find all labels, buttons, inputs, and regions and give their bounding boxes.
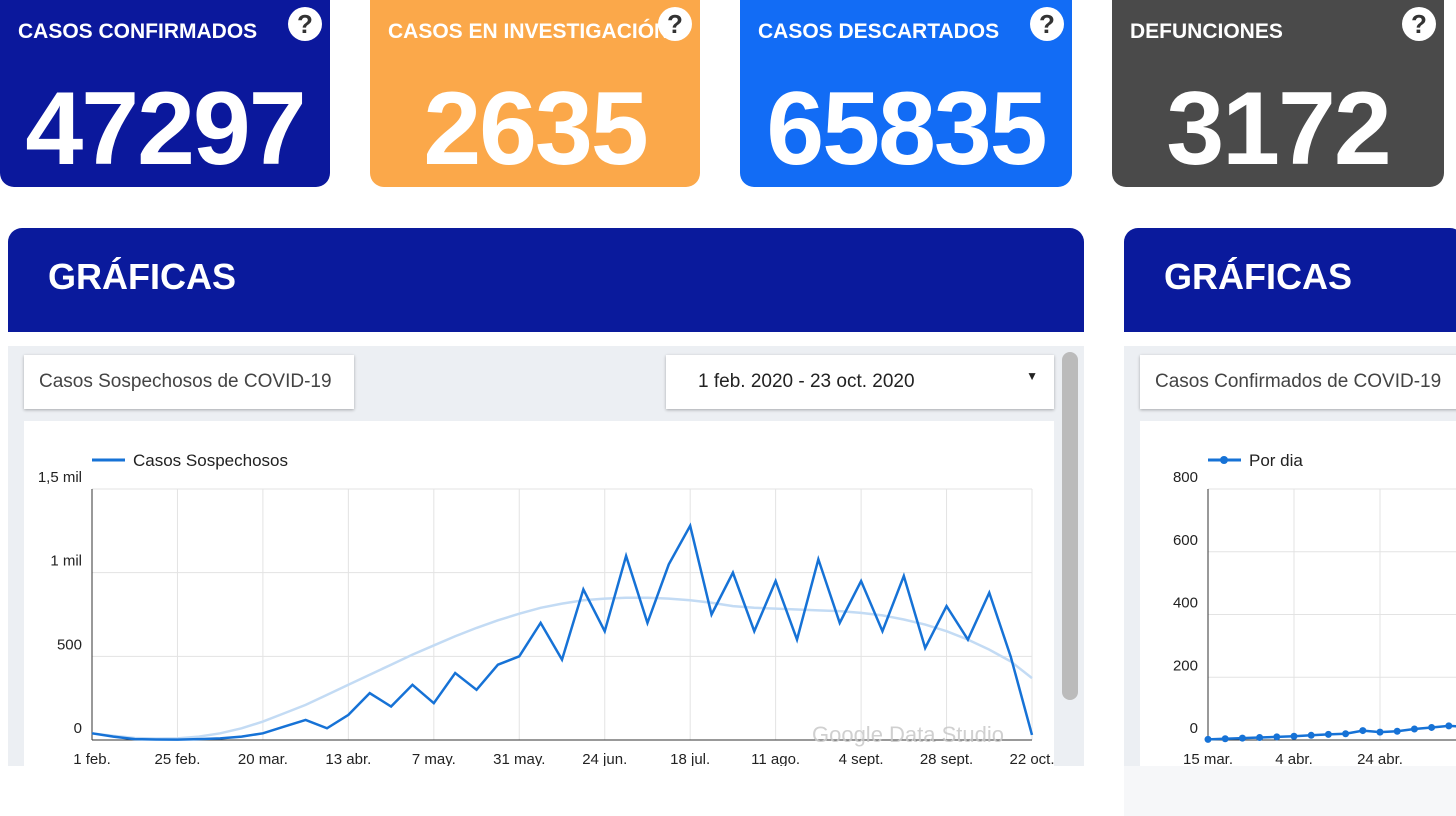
y-tick-label: 400: [1173, 595, 1198, 612]
point: [1393, 727, 1401, 735]
panel-header: GRÁFICAS: [1124, 228, 1456, 332]
card: CASOS EN INVESTIGACIÓN 2635?: [370, 0, 700, 187]
point: [1256, 733, 1264, 741]
y-tick-label: 1,5 mil: [38, 469, 82, 486]
panel-footer: [1124, 766, 1456, 816]
card: CASOS DESCARTADOS 65835?: [740, 0, 1072, 187]
point: [1445, 722, 1453, 730]
watermark: Google Data Studio: [812, 722, 1004, 747]
x-tick-label: 24 abr.: [1357, 751, 1403, 768]
card-value: 65835: [766, 71, 1047, 187]
dropdown-arrow: ▼: [1026, 369, 1038, 383]
y-tick-label: 0: [74, 720, 82, 737]
chart-area: [1140, 421, 1456, 766]
help-icon[interactable]: ?: [1030, 7, 1064, 41]
selector[interactable]: Casos Sospechosos de COVID-19: [24, 355, 354, 409]
series-line: [91, 596, 1033, 740]
y-tick-label: 200: [1173, 657, 1198, 674]
help-icon[interactable]: ?: [658, 7, 692, 41]
point: [1428, 723, 1436, 731]
point: [1221, 735, 1229, 743]
series-line: [1207, 724, 1456, 741]
x-tick-label: 20 mar.: [238, 751, 288, 768]
card-label: CASOS CONFIRMADOS: [18, 20, 258, 43]
card-label: DEFUNCIONES: [1130, 20, 1283, 43]
y-tick-label: 0: [1190, 720, 1198, 737]
x-tick-label: 22 oct.: [1009, 751, 1054, 768]
card-value: 3172: [1166, 71, 1391, 187]
point: [1324, 730, 1332, 738]
card-value: 47297: [25, 71, 306, 187]
series-line: [91, 522, 1034, 741]
x-tick-label: 28 sept.: [920, 751, 973, 768]
help-icon[interactable]: ?: [1402, 7, 1436, 41]
x-tick-label: 25 feb.: [155, 751, 201, 768]
date-range-text: 1 feb. 2020 - 23 oct. 2020: [698, 371, 915, 392]
point: [1307, 731, 1315, 739]
card-value: 2635: [423, 71, 648, 187]
legend-label: Por dia: [1249, 451, 1303, 470]
card-label: CASOS DESCARTADOS: [758, 20, 1000, 43]
help-icon[interactable]: ?: [288, 7, 322, 41]
x-tick-label: 1 feb.: [73, 751, 111, 768]
point: [1359, 727, 1367, 735]
point: [1238, 734, 1246, 742]
panel-title: GRÁFICAS: [48, 256, 236, 297]
y-tick-label: 1 mil: [50, 553, 82, 570]
card-label: CASOS EN INVESTIGACIÓN: [388, 20, 670, 43]
y-tick-label: 600: [1173, 532, 1198, 549]
point: [1273, 733, 1281, 741]
x-tick-label: 31 may.: [493, 751, 545, 768]
x-tick-label: 13 abr.: [325, 751, 371, 768]
point: [1204, 735, 1212, 743]
x-tick-label: 4 abr.: [1275, 751, 1313, 768]
legend-dot: [1220, 456, 1228, 464]
point: [1410, 725, 1418, 733]
panel-title: GRÁFICAS: [1164, 256, 1352, 297]
x-tick-label: 18 jul.: [670, 751, 710, 768]
chart: 0 500 1 mil 1,5 mil 1 feb. 25 feb. 20 mar. 13 a…: [38, 451, 1054, 768]
card: DEFUNCIONES 3172?: [1112, 0, 1444, 187]
x-tick-label: 15 mar.: [1183, 751, 1233, 768]
point: [1376, 728, 1384, 736]
selector[interactable]: Casos Confirmados de COVID-19: [1140, 355, 1456, 409]
scrollbar[interactable]: [1062, 352, 1078, 700]
x-tick-label: 4 sept.: [839, 751, 884, 768]
card: CASOS CONFIRMADOS 47297?: [0, 0, 330, 187]
legend-label: Casos Sospechosos: [133, 451, 288, 470]
date-range[interactable]: 1 feb. 2020 - 23 oct. 2020 ▼: [666, 355, 1054, 409]
y-tick-label: 800: [1173, 469, 1198, 486]
x-tick-label: 7 may.: [412, 751, 456, 768]
point: [1342, 730, 1350, 738]
point: [1290, 732, 1298, 740]
y-tick-label: 500: [57, 636, 82, 653]
panel-header: GRÁFICAS: [8, 228, 1084, 332]
chart-area: [24, 421, 1054, 766]
x-tick-label: 24 jun.: [582, 751, 627, 768]
x-tick-label: 11 ago.: [751, 751, 800, 768]
